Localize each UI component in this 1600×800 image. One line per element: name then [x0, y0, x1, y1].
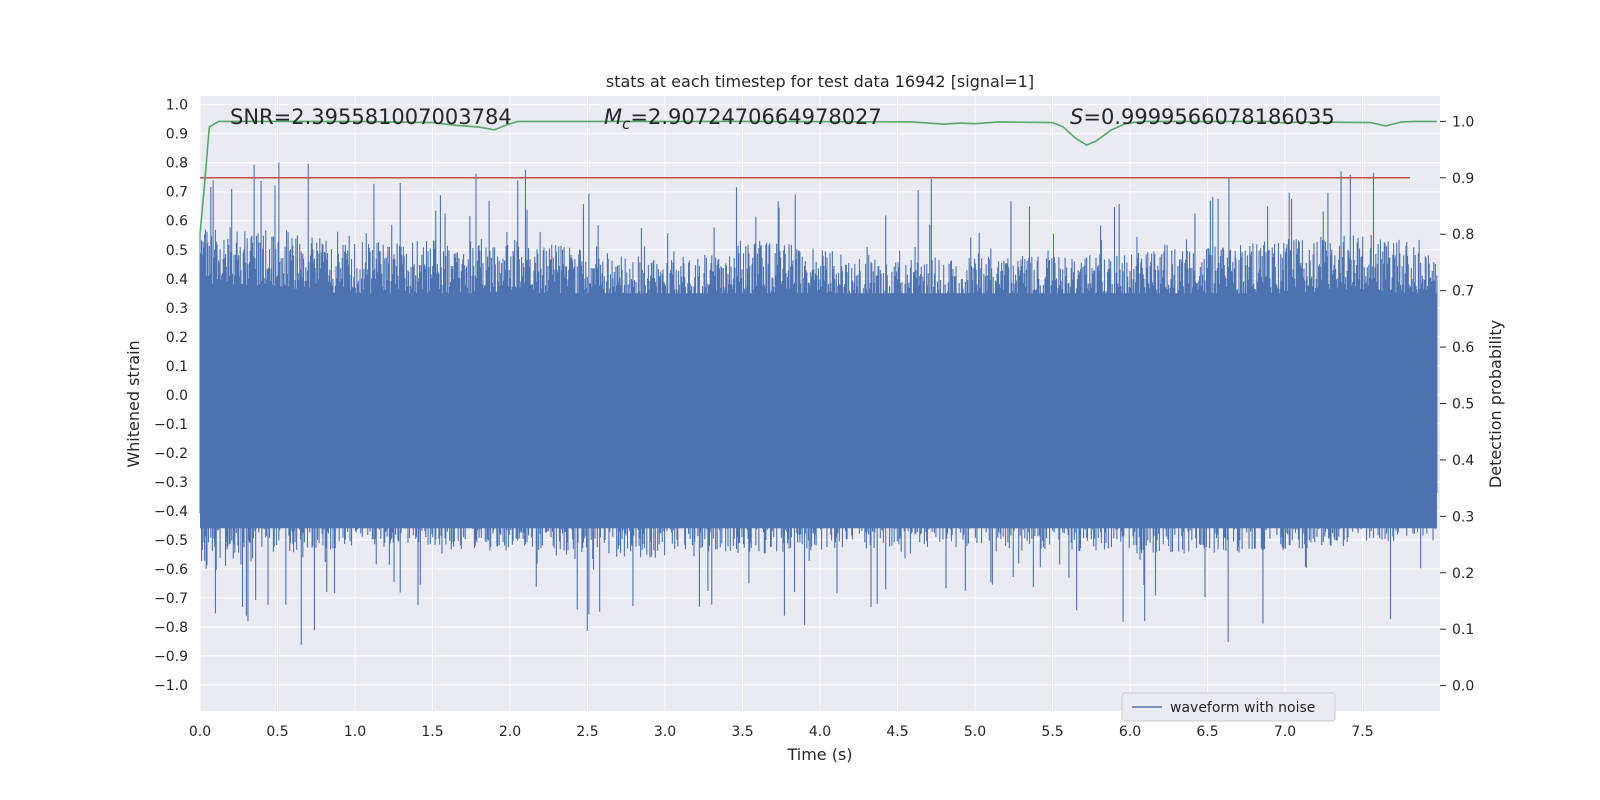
legend: waveform with noise: [1121, 692, 1336, 722]
x-axis-ticks: 0.0 0.5 1.0 1.5 2.0 2.5 3.0 3.5 4.0 4.5 5.0 5.5 6.0 6…: [189, 724, 1374, 740]
x-tick-label: 7.0: [1274, 724, 1296, 740]
chirp-mass-symbol: M: [604, 105, 622, 129]
y2-tick-label: 0.1: [1452, 622, 1474, 638]
x-tick-label: 4.0: [809, 724, 831, 740]
y-tick-label: −0.5: [154, 533, 188, 549]
y2-tick-label: 0.3: [1452, 509, 1474, 525]
x-tick-label: 6.0: [1119, 724, 1141, 740]
legend-box: [1121, 692, 1336, 722]
chirp-mass-value: =2.9072470664978027: [630, 105, 881, 129]
probability-line: [199, 120, 1437, 235]
y2-axis-label: Detection probability: [1486, 320, 1505, 488]
y-tick-label: 0.8: [166, 156, 188, 172]
y2-tick-label: 1.0: [1452, 114, 1474, 130]
x-tick-label: 1.5: [421, 724, 443, 740]
y2-tick-label: 0.8: [1452, 227, 1474, 243]
chirp-mass-subscript: c: [622, 115, 631, 133]
y2-tick-label: 0.9: [1452, 171, 1474, 187]
y-tick-label: −0.3: [154, 475, 188, 491]
y2-tick-label: 0.5: [1452, 397, 1474, 413]
x-tick-label: 4.5: [886, 724, 908, 740]
x-tick-label: 2.5: [576, 724, 598, 740]
y-tick-label: −0.6: [154, 562, 188, 578]
y-tick-label: 0.1: [166, 359, 188, 375]
y-tick-label: 0.0: [166, 388, 188, 404]
y-tick-label: −0.4: [154, 504, 188, 520]
score-value: =0.9999566078186035: [1083, 105, 1334, 129]
y-tick-label: −0.2: [154, 446, 188, 462]
y-tick-label: 0.9: [166, 127, 188, 143]
score-annotation: S=0.9999566078186035: [1070, 105, 1335, 129]
x-tick-label: 5.5: [1041, 724, 1063, 740]
y-tick-label: 0.5: [166, 243, 188, 259]
waveform-core: [200, 293, 1437, 529]
x-axis-label: Time (s): [786, 745, 852, 764]
x-tick-label: 6.5: [1196, 724, 1218, 740]
y-tick-label: 1.0: [166, 98, 188, 114]
y2-tick-label: 0.4: [1452, 453, 1474, 469]
data-layer: [199, 120, 1438, 645]
x-tick-label: 0.0: [189, 724, 211, 740]
y-tick-label: 0.4: [166, 272, 188, 288]
x-tick-label: 3.5: [731, 724, 753, 740]
y2-tick-label: 0.0: [1452, 679, 1474, 695]
y2-tick-label: 0.7: [1452, 284, 1474, 300]
x-tick-label: 2.0: [499, 724, 521, 740]
y-tick-label: −0.1: [154, 417, 188, 433]
x-tick-label: 7.5: [1351, 724, 1373, 740]
y-tick-label: −0.9: [154, 649, 188, 665]
x-tick-label: 5.0: [964, 724, 986, 740]
y-tick-label: 0.6: [166, 214, 188, 230]
y-axis-label: Whitened strain: [124, 340, 143, 467]
snr-annotation: SNR=2.395581007003784: [230, 105, 512, 129]
legend-label: waveform with noise: [1170, 700, 1315, 716]
y2-tick-label: 0.2: [1452, 566, 1474, 582]
y-tick-label: −1.0: [154, 678, 188, 694]
score-symbol: S: [1070, 105, 1083, 129]
y2-axis-ticks: 1.0 0.9 0.8 0.7 0.6 0.5 0.4 0.3 0.2 0.1 0.0: [1440, 114, 1474, 695]
y-axis-ticks: 1.0 0.9 0.8 0.7 0.6 0.5 0.4 0.3 0.2 0.1 0.0 −0.1 −0.…: [154, 98, 188, 694]
x-tick-label: 1.0: [344, 724, 366, 740]
y-tick-label: 0.7: [166, 185, 188, 201]
y-tick-label: −0.7: [154, 591, 188, 607]
chirp-mass-annotation: Mc=2.9072470664978027: [604, 105, 882, 133]
y-tick-label: 0.2: [166, 330, 188, 346]
y-tick-label: −0.8: [154, 620, 188, 636]
y2-tick-label: 0.6: [1452, 340, 1474, 356]
x-tick-label: 0.5: [266, 724, 288, 740]
x-tick-label: 3.0: [654, 724, 676, 740]
chart-title: stats at each timestep for test data 169…: [606, 72, 1034, 91]
y-tick-label: 0.3: [166, 301, 188, 317]
